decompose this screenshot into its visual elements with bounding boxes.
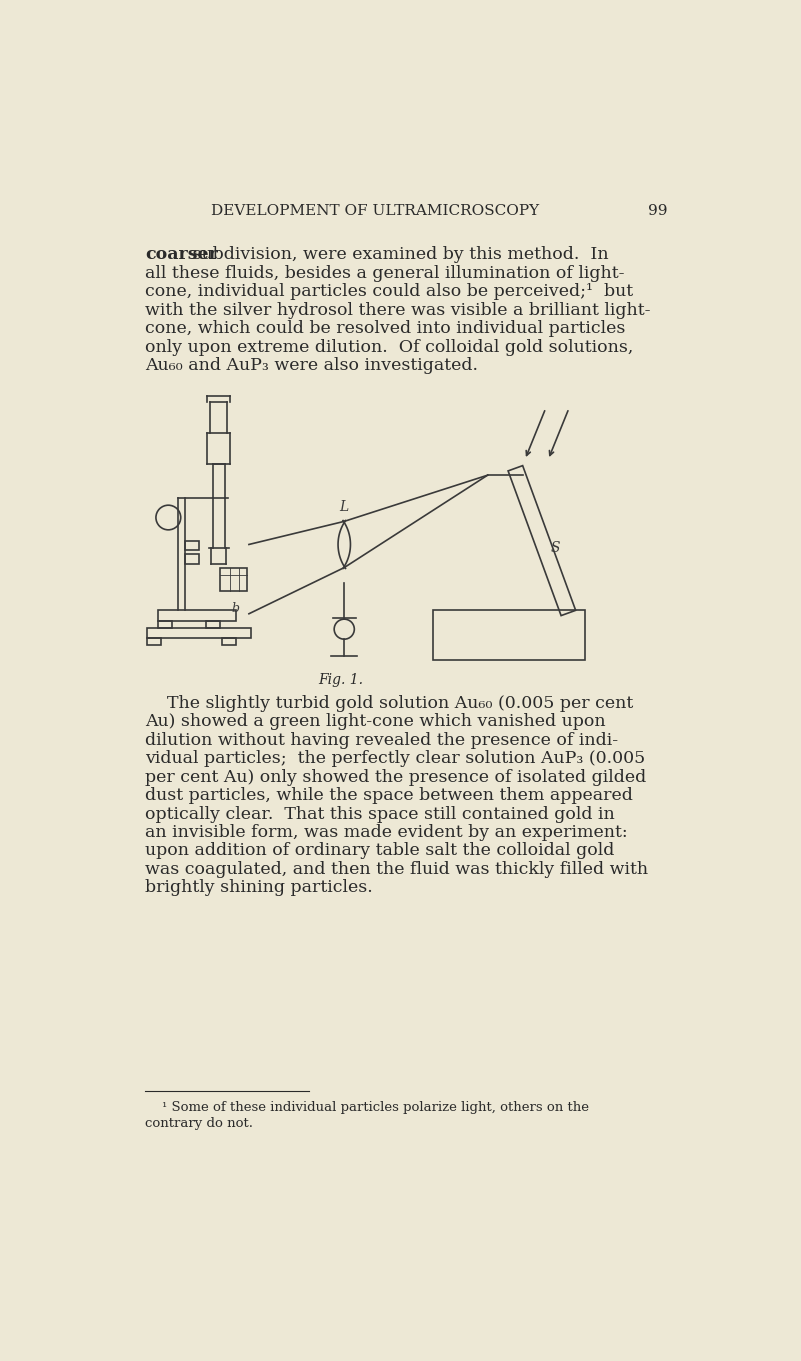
Text: The slightly turbid gold solution Au₆₀ (0.005 per cent: The slightly turbid gold solution Au₆₀ (… [145,694,634,712]
Bar [159,621,172,629]
Text: optically clear.  That this space still contained gold in: optically clear. That this space still c… [145,806,615,822]
Text: all these fluids, besides a general illumination of light-: all these fluids, besides a general illu… [145,265,625,282]
Text: an invisible form, was made evident by an experiment:: an invisible form, was made evident by a… [145,823,628,841]
Bar [185,540,199,550]
Text: cone, which could be resolved into individual particles: cone, which could be resolved into indiv… [145,320,626,338]
Bar [185,554,199,563]
Text: DEVELOPMENT OF ULTRAMICROSCOPY: DEVELOPMENT OF ULTRAMICROSCOPY [211,204,539,218]
Text: only upon extreme dilution.  Of colloidal gold solutions,: only upon extreme dilution. Of colloidal… [145,339,634,355]
Text: dilution without having revealed the presence of indi-: dilution without having revealed the pre… [145,732,618,749]
Text: L: L [340,499,349,513]
Text: cone, individual particles could also be perceived;¹  but: cone, individual particles could also be… [145,283,634,301]
Text: coarser: coarser [145,246,218,264]
Text: vidual particles;  the perfectly clear solution AuP₃ (0.005: vidual particles; the perfectly clear so… [145,750,646,768]
Bar [159,610,235,621]
Bar [207,621,220,629]
Text: per cent Au) only showed the presence of isolated gilded: per cent Au) only showed the presence of… [145,769,646,785]
Text: ¹ Some of these individual particles polarize light, others on the: ¹ Some of these individual particles pol… [145,1101,589,1115]
Text: subdivision, were examined by this method.  In: subdivision, were examined by this metho… [187,246,609,264]
Text: 99: 99 [648,204,668,218]
Bar [147,629,252,638]
Text: upon addition of ordinary table salt the colloidal gold: upon addition of ordinary table salt the… [145,842,614,859]
Text: with the silver hydrosol there was visible a brilliant light-: with the silver hydrosol there was visib… [145,302,650,318]
Text: was coagulated, and then the fluid was thickly filled with: was coagulated, and then the fluid was t… [145,862,648,878]
Text: dust particles, while the space between them appeared: dust particles, while the space between … [145,787,633,804]
Text: brightly shining particles.: brightly shining particles. [145,879,372,897]
Text: contrary do not.: contrary do not. [145,1116,253,1130]
Text: Au) showed a green light-cone which vanished upon: Au) showed a green light-cone which vani… [145,713,606,729]
Bar [222,638,235,645]
Bar [147,638,160,645]
Bar [433,610,585,660]
Text: b: b [231,602,239,615]
Bar [220,568,248,591]
Text: Fig. 1.: Fig. 1. [318,674,363,687]
Text: Au₆₀ and AuP₃ were also investigated.: Au₆₀ and AuP₃ were also investigated. [145,358,478,374]
Text: S: S [551,542,561,555]
